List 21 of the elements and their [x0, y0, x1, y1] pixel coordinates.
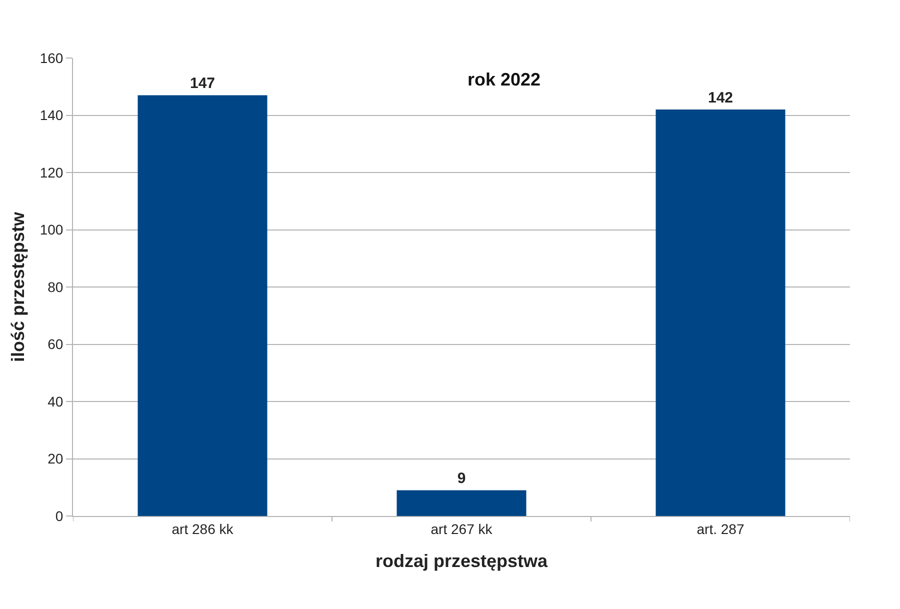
y-tick-label: 120: [40, 164, 64, 180]
bar: [138, 95, 268, 516]
bar: [396, 490, 526, 516]
y-tick-label: 40: [48, 393, 64, 410]
bar: [656, 110, 786, 516]
y-tick-label: 160: [40, 50, 64, 66]
x-axis-title: rodzaj przestępstwa: [375, 550, 549, 571]
text: rok 2022: [467, 69, 541, 90]
x-tick-label: art 286 kk: [172, 520, 234, 537]
data-label: 9: [457, 470, 466, 488]
y-tick-label: 80: [48, 278, 64, 295]
y-tick-label: 20: [48, 450, 64, 467]
data-label: 142: [708, 90, 734, 107]
data-label: 147: [190, 75, 216, 92]
y-tick-label: 140: [40, 107, 64, 124]
y-axis-title: ilość przestępstw: [8, 210, 28, 362]
y-tick-label: 0: [55, 508, 64, 524]
x-tick-label: art 267 kk: [430, 520, 494, 537]
x-tick-label: art. 287: [696, 520, 744, 537]
y-tick-label: 60: [48, 336, 64, 352]
y-tick-label: 100: [40, 222, 64, 238]
